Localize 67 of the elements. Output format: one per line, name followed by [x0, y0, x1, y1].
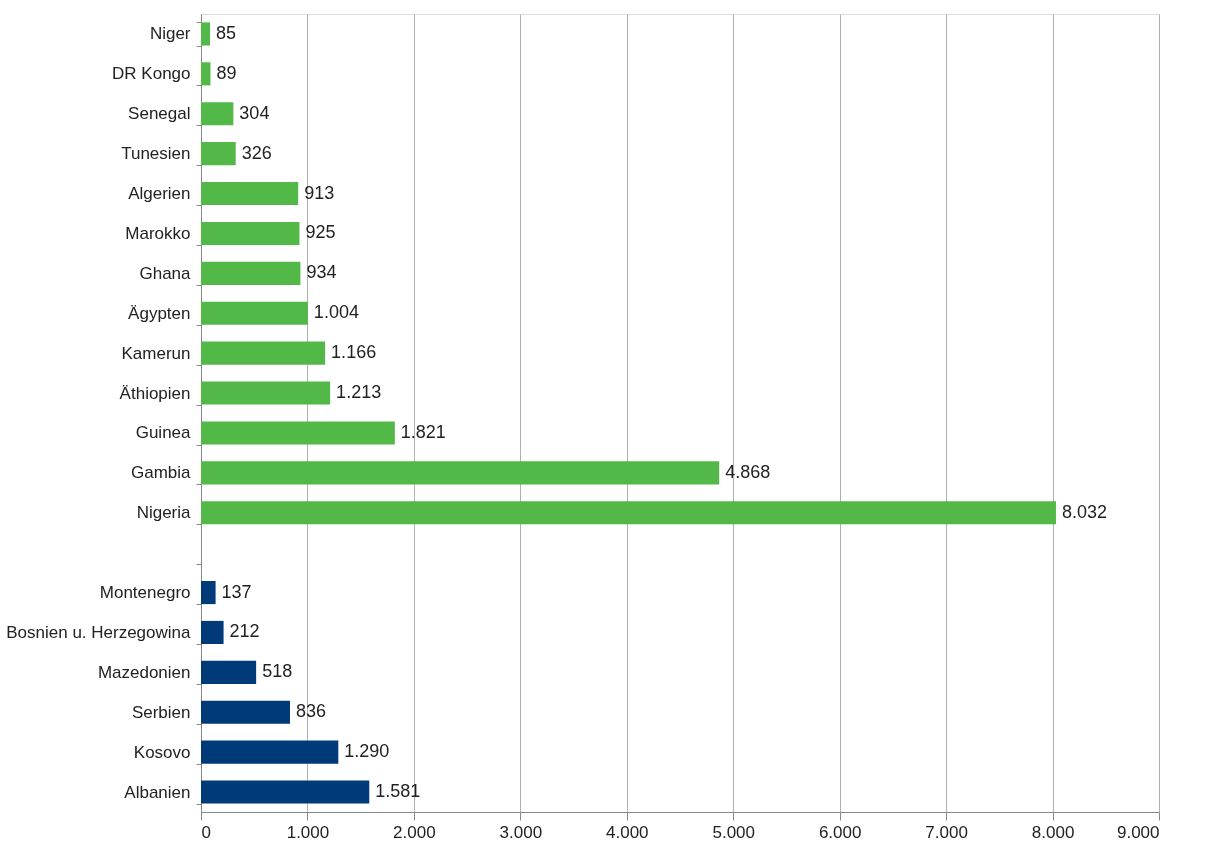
bar [201, 22, 211, 46]
y-tick-label: Ägypten [128, 303, 191, 323]
x-tick-label: 1.000 [286, 822, 330, 842]
data-label: 836 [295, 701, 327, 722]
y-tick-label: Äthiopien [119, 383, 191, 403]
y-tick-label: Kosovo [133, 742, 191, 762]
data-label: 1.213 [336, 382, 382, 403]
bar [201, 261, 301, 285]
data-label: 304 [239, 102, 270, 123]
y-tick-label: Mazedonien [97, 662, 191, 682]
y-tick-label: DR Kongo [112, 64, 191, 84]
bar [201, 660, 257, 684]
y-tick-label: Nigeria [136, 503, 192, 523]
data-label: 925 [305, 222, 336, 243]
bar [201, 421, 395, 445]
data-label: 8.032 [1061, 501, 1108, 522]
bar [201, 341, 326, 365]
data-label: 137 [221, 581, 252, 602]
bar [201, 301, 308, 325]
y-tick-label: Algerien [128, 184, 191, 204]
x-tick-label: 6.000 [818, 822, 862, 842]
data-label: 1.821 [400, 421, 446, 442]
data-label: 326 [241, 142, 272, 163]
x-tick-label: 4.000 [606, 822, 649, 842]
bar [201, 221, 300, 246]
y-tick-label: Niger [149, 24, 191, 44]
y-tick-label: Tunesien [121, 144, 191, 164]
data-label: 1.290 [344, 741, 390, 762]
bar [201, 181, 299, 206]
bar [201, 580, 216, 605]
bar [201, 620, 224, 645]
y-tick-label: Albanien [124, 782, 191, 802]
x-tick-label: 7.000 [925, 822, 968, 842]
y-tick-label: Kamerun [121, 343, 191, 363]
data-label: 89 [216, 62, 237, 83]
x-tick-label: 9.000 [1116, 822, 1160, 842]
bar [201, 780, 370, 804]
bar [201, 700, 290, 724]
bar [201, 142, 236, 166]
data-label: 1.581 [375, 781, 421, 802]
data-label: 212 [229, 621, 260, 642]
y-tick-label: Gambia [130, 463, 192, 483]
data-label: 1.004 [313, 302, 359, 323]
y-tick-label: Ghana [139, 263, 192, 283]
data-label: 85 [216, 22, 237, 43]
x-tick-label: 0 [201, 822, 211, 842]
y-tick-label: Marokko [125, 223, 191, 243]
x-tick-label: 2.000 [393, 822, 436, 842]
bar [201, 102, 234, 126]
x-tick-label: 3.000 [499, 822, 543, 842]
bar [201, 740, 339, 764]
bar [201, 501, 1056, 525]
y-tick-label: Montenegro [99, 583, 191, 603]
y-tick-label: Bosnien u. Herzegowina [6, 622, 192, 642]
data-label: 1.166 [331, 342, 377, 363]
data-label: 4.868 [725, 461, 771, 482]
x-tick-label: 8.000 [1031, 822, 1075, 842]
bar [201, 381, 331, 405]
data-label: 913 [304, 182, 335, 203]
y-tick-label: Senegal [128, 104, 191, 124]
data-label: 518 [262, 661, 293, 682]
bar [201, 62, 211, 86]
y-tick-label: Guinea [135, 423, 192, 443]
x-tick-label: 5.000 [712, 822, 755, 842]
data-label: 934 [306, 262, 337, 283]
y-tick-label: Serbien [131, 702, 191, 722]
bar [201, 461, 720, 485]
